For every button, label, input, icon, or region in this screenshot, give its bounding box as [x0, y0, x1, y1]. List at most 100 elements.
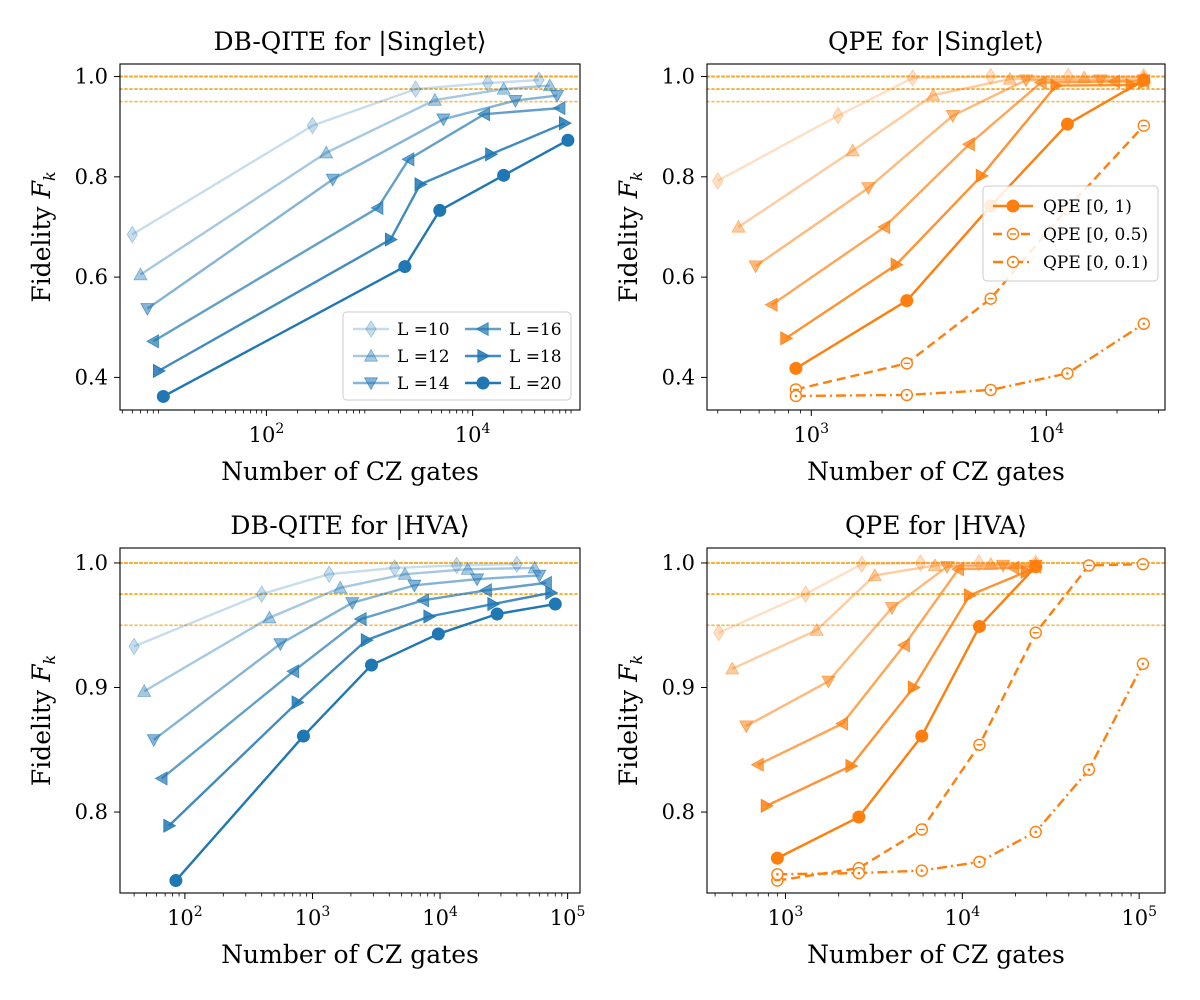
data-point: [485, 147, 499, 162]
data-point: [469, 573, 485, 587]
data-point: [533, 71, 545, 89]
series-line: [131, 78, 540, 236]
data-point: [345, 597, 360, 611]
data-point: [477, 106, 490, 122]
data-point: [353, 611, 367, 627]
data-point: [897, 637, 910, 653]
chart-title: DB-QITE for |Singlet⟩: [213, 27, 486, 57]
legend: L =10 L =12 L =14 L =16 L =18 L =20: [342, 311, 572, 401]
legend-label: L =10: [397, 320, 450, 340]
legend-label: L =14: [397, 374, 450, 394]
series-line: [754, 78, 1144, 268]
data-point: [1136, 557, 1150, 571]
plot-area: [128, 555, 562, 888]
data-point: [360, 632, 374, 648]
data-point: [169, 874, 183, 888]
legend-box: [342, 311, 572, 401]
data-point: [460, 561, 475, 575]
legend-label: QPE [0, 0.1): [1043, 253, 1148, 273]
data-point: [1050, 78, 1064, 93]
chart-panel-1: 0.4 0.6 0.8 1.0 102 104 DB-QITE for |Singlet⟩ N…: [27, 27, 582, 486]
series-line: [174, 602, 556, 882]
data-point: [951, 561, 964, 577]
legend-marker: [363, 348, 379, 362]
series-line: [143, 566, 535, 693]
legend-marker: [477, 348, 491, 364]
plot-area: [713, 554, 1150, 887]
data-point: [731, 219, 746, 233]
legend-marker: [365, 320, 377, 338]
series-6: [770, 560, 1043, 865]
y-tick-label: 0.8: [75, 800, 108, 824]
data-point: [1029, 825, 1042, 839]
data-point: [1137, 317, 1151, 330]
data-point: [423, 609, 437, 624]
legend-marker: [1006, 199, 1020, 213]
data-point: [478, 583, 492, 598]
data-point: [548, 597, 562, 611]
legend-marker: [1006, 255, 1020, 269]
data-point: [1137, 73, 1151, 87]
data-point: [286, 664, 300, 679]
legend: QPE [0, 1) QPE [0, 0.5) QPE [0, 0.1): [982, 185, 1159, 282]
series-line: [795, 322, 1145, 398]
data-point: [799, 585, 812, 603]
series-line: [745, 564, 1036, 728]
y-tick-label: 0.6: [662, 265, 695, 289]
series-2: [133, 78, 557, 281]
series-line: [153, 574, 540, 741]
axes-frame: [706, 547, 1166, 894]
data-point: [490, 607, 504, 621]
data-point: [861, 182, 876, 196]
chart-title: DB-QITE for |HVA⟩: [230, 511, 469, 541]
data-point: [760, 798, 774, 813]
series-5: [760, 559, 1044, 813]
data-point: [725, 661, 740, 675]
data-point: [431, 627, 445, 641]
legend-label: QPE [0, 1): [1043, 197, 1132, 217]
data-point: [1082, 763, 1096, 776]
data-point: [384, 232, 398, 247]
series-2: [137, 560, 542, 697]
data-point: [927, 558, 943, 572]
data-point: [1082, 559, 1096, 572]
data-point: [126, 225, 138, 244]
data-point: [1029, 626, 1042, 639]
y-axis-label: Fidelity Fk: [27, 171, 59, 302]
data-point: [1137, 119, 1151, 132]
series-3: [739, 559, 1043, 734]
series-line: [152, 106, 560, 343]
x-tick-label: 105: [1121, 904, 1157, 930]
data-point: [549, 89, 565, 103]
data-point: [508, 95, 523, 108]
data-point: [856, 555, 868, 574]
y-axis-label: Fidelity Fk: [614, 655, 646, 786]
y-tick-label: 1.0: [662, 551, 695, 575]
data-point: [972, 619, 986, 633]
data-point: [973, 738, 986, 751]
data-point: [306, 116, 319, 135]
series-8: [789, 317, 1151, 403]
data-point: [900, 357, 914, 370]
data-point: [416, 593, 429, 608]
series-5: [153, 115, 572, 379]
data-point: [915, 864, 928, 877]
chart-title: QPE for |Singlet⟩: [828, 27, 1044, 57]
data-point: [156, 389, 170, 403]
series-line: [161, 581, 547, 780]
series-6: [169, 597, 562, 888]
x-axis-label: Number of CZ gates: [221, 940, 479, 969]
x-tick-label: 103: [295, 904, 331, 930]
data-point: [852, 866, 866, 880]
series-8: [771, 657, 1150, 881]
data-point: [370, 200, 384, 216]
data-point: [497, 168, 511, 182]
data-point: [364, 658, 378, 672]
chart-panel-4: 0.8 0.9 1.0 103 104 105 QPE for |HVA⟩ Number of…: [614, 511, 1167, 969]
y-tick-label: 0.4: [75, 365, 108, 389]
data-point: [262, 610, 277, 624]
data-point: [561, 133, 575, 147]
data-point: [146, 334, 159, 349]
data-point: [1060, 117, 1074, 131]
data-point: [559, 115, 572, 131]
